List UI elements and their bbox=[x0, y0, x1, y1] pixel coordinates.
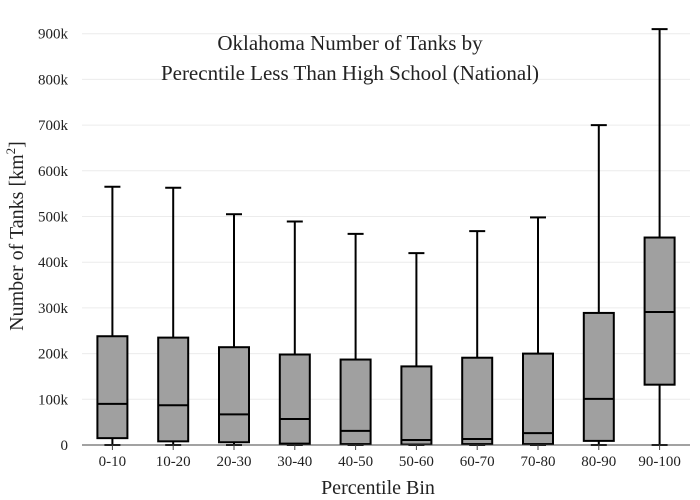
box-30-40 bbox=[278, 220, 311, 446]
box-0-10 bbox=[96, 185, 129, 446]
x-axis-label: Percentile Bin bbox=[321, 477, 435, 499]
y-axis-label-superscript: 2 bbox=[3, 148, 18, 155]
box-series bbox=[96, 28, 676, 446]
y-axis-label: Number of Tanks [km2] bbox=[3, 141, 28, 331]
x-tick-label: 50-60 bbox=[399, 454, 434, 470]
x-tick-label: 0-10 bbox=[99, 454, 127, 470]
y-axis-label-close: ] bbox=[6, 141, 28, 148]
chart-title-line-2: Perecntile Less Than High School (Nation… bbox=[161, 61, 539, 85]
box-50-60 bbox=[400, 252, 433, 446]
box-iqr bbox=[522, 352, 554, 446]
y-tick-label: 0 bbox=[61, 438, 69, 454]
box-iqr bbox=[400, 365, 433, 446]
box-80-90 bbox=[582, 124, 615, 446]
x-tick-label: 40-50 bbox=[338, 454, 373, 470]
box-iqr bbox=[157, 336, 190, 443]
x-tick-label: 20-30 bbox=[217, 454, 252, 470]
y-tick-label: 400k bbox=[38, 255, 69, 271]
y-tick-label: 100k bbox=[38, 392, 69, 408]
box-90-100 bbox=[643, 28, 676, 446]
chart-title-line-1: Oklahoma Number of Tanks by bbox=[217, 31, 483, 55]
box-60-70 bbox=[461, 230, 494, 446]
box-10-20 bbox=[157, 186, 190, 446]
x-tick-label: 30-40 bbox=[277, 454, 312, 470]
box-iqr bbox=[582, 311, 615, 442]
x-axis-ticks: 0-10 10-20 20-30 30-40 40-50 50-60 60-70 70-80 8… bbox=[99, 445, 681, 470]
y-tick-label: 900k bbox=[38, 27, 69, 43]
x-tick-label: 70-80 bbox=[521, 454, 556, 470]
box-iqr bbox=[96, 335, 129, 440]
y-axis-label-main: Number of Tanks [km bbox=[6, 154, 28, 331]
x-tick-label: 90-100 bbox=[638, 454, 681, 470]
y-axis-ticks: 0 100k 200k 300k 400k 500k 600k 700k 800k 900k bbox=[38, 27, 69, 454]
x-tick-label: 10-20 bbox=[156, 454, 191, 470]
box-iqr bbox=[461, 356, 494, 446]
box-iqr bbox=[218, 346, 250, 444]
box-40-50 bbox=[339, 232, 372, 446]
y-tick-label: 800k bbox=[38, 72, 69, 88]
y-tick-label: 700k bbox=[38, 118, 69, 134]
y-tick-label: 200k bbox=[38, 347, 69, 363]
box-70-80 bbox=[522, 216, 554, 446]
box-iqr bbox=[278, 353, 311, 445]
x-tick-label: 80-90 bbox=[581, 454, 616, 470]
y-tick-label: 500k bbox=[38, 210, 69, 226]
x-tick-label: 60-70 bbox=[460, 454, 495, 470]
box-20-30 bbox=[218, 213, 250, 446]
y-tick-label: 300k bbox=[38, 301, 69, 317]
y-tick-label: 600k bbox=[38, 164, 69, 180]
